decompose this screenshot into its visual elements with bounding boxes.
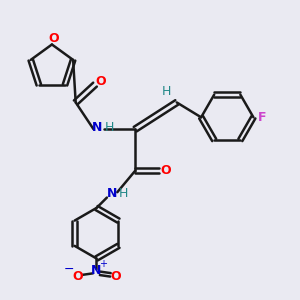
Text: H: H	[104, 121, 114, 134]
Text: −: −	[63, 263, 74, 276]
Text: N: N	[92, 121, 102, 134]
Text: O: O	[160, 164, 171, 177]
Text: N: N	[107, 187, 117, 200]
Text: H: H	[119, 187, 128, 200]
Text: H: H	[162, 85, 171, 98]
Text: F: F	[257, 111, 266, 124]
Text: O: O	[72, 270, 83, 283]
Text: +: +	[99, 260, 107, 269]
Text: N: N	[91, 265, 102, 278]
Text: O: O	[48, 32, 59, 45]
Text: O: O	[110, 270, 121, 283]
Text: O: O	[95, 74, 106, 88]
